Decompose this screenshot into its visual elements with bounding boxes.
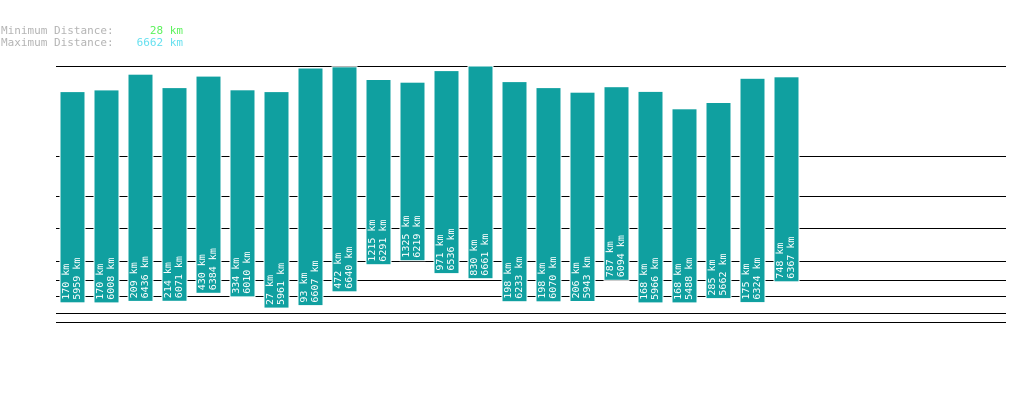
distance-bar [195,75,222,294]
bar-group: 206 km 5943 km [569,91,596,302]
distance-bar [705,102,732,300]
bar-label-max: 6070 km [548,257,559,299]
bar-group: 209 km 6436 km [127,73,154,302]
bar-group: 214 km 6071 km [161,87,188,302]
distance-bar [739,77,766,304]
bar-group: 334 km 6010 km [229,89,256,298]
bar-label-max: 6291 km [378,220,389,262]
distance-summary: Minimum Distance: 28 km Maximum Distance:… [1,25,183,49]
bar-label-max: 6219 km [412,216,423,258]
bar-label-max: 6094 km [616,235,627,277]
bar-label-min: 168 km [673,264,684,300]
distance-bar [535,87,562,303]
distance-bar [263,91,290,309]
bar-label-min: 198 km [537,263,548,299]
distance-bar [59,91,86,304]
bar-label-max: 5961 km [276,263,287,305]
bar-group: 27 km 5961 km [263,91,290,309]
bar-label-max: 6384 km [208,248,219,290]
bar-label-max: 6640 km [344,247,355,289]
bar-label-min: 214 km [163,262,174,298]
bar-label-max: 6436 km [140,256,151,298]
bar-label-min: 285 km [707,259,718,295]
distance-bar [229,89,256,298]
distance-bar [467,65,494,280]
bar-group: 1325 km 6219 km [399,81,426,262]
bar-label-min: 170 km [95,264,106,300]
distance-bar [671,108,698,304]
distance-bar [127,73,154,302]
bar-group: 168 km 5488 km [671,108,698,304]
distance-bar [161,87,188,302]
bar-label-max: 5943 km [582,256,593,298]
bar-label-min: 170 km [61,264,72,300]
bar-group: 1215 km 6291 km [365,79,392,266]
bar-label-max: 6367 km [786,237,797,279]
bar-label-min: 206 km [571,262,582,298]
bar-label-max: 6607 km [310,260,321,302]
bar-label-max: 6071 km [174,256,185,298]
bar-group: 787 km 6094 km [603,86,630,281]
distance-bar [331,66,358,293]
bar-label-max: 5966 km [650,258,661,300]
bar-group: 170 km 5959 km [59,91,86,304]
bar-label-min: 168 km [639,264,650,300]
distance-bar [603,86,630,281]
bar-label-min: 198 km [503,263,514,299]
min-distance-label: Minimum Distance: [1,24,114,37]
distance-bar [93,89,120,304]
bar-group: 285 km 5662 km [705,102,732,300]
distance-bar [399,81,426,262]
bar-label-min: 27 km [265,275,276,305]
bar-label-min: 334 km [231,258,242,294]
bar-group: 198 km 6233 km [501,81,528,303]
bar-label-max: 5959 km [72,258,83,300]
bar-label-min: 787 km [605,241,616,277]
bar-label-max: 6233 km [514,257,525,299]
bar-group: 170 km 6008 km [93,89,120,304]
bar-group: 198 km 6070 km [535,87,562,303]
min-distance-value: 28 km [149,24,183,37]
bar-label-min: 748 km [775,243,786,279]
bar-label-max: 6324 km [752,257,763,299]
bar-group: 472 km 6640 km [331,66,358,293]
min-distance-row: Minimum Distance: 28 km [1,25,183,37]
bar-group: 430 km 6384 km [195,75,222,294]
bar-label-max: 6536 km [446,228,457,270]
bar-group: 748 km 6367 km [773,76,800,283]
bar-label-min: 430 km [197,254,208,290]
max-distance-value: 6662 km [136,36,183,49]
bar-label-max: 6010 km [242,252,253,294]
bar-label-max: 6661 km [480,234,491,276]
distance-bar [433,70,460,275]
max-distance-label: Maximum Distance: [1,36,114,49]
bar-label-min: 830 km [469,240,480,276]
bar-label-min: 175 km [741,263,752,299]
max-distance-row: Maximum Distance: 6662 km [1,37,183,49]
distance-bar [637,90,664,304]
distance-bar [297,67,324,307]
distance-bar [501,81,528,303]
bar-label-min: 1215 km [367,220,378,262]
bar-group: 971 km 6536 km [433,70,460,275]
bar-label-min: 472 km [333,253,344,289]
distance-bar [365,79,392,266]
bar-label-min: 209 km [129,262,140,298]
bar-label-max: 6008 km [106,258,117,300]
bar-group: 830 km 6661 km [467,65,494,280]
bar-group: 168 km 5966 km [637,90,664,304]
distance-bar [569,91,596,302]
distance-bar [773,76,800,283]
bar-label-min: 1325 km [401,216,412,258]
bar-label-max: 5488 km [684,258,695,300]
bar-label-max: 5662 km [718,253,729,295]
bar-group: 93 km 6607 km [297,67,324,307]
bar-group: 175 km 6324 km [739,77,766,304]
bar-label-min: 971 km [435,234,446,270]
bar-label-min: 93 km [299,272,310,302]
